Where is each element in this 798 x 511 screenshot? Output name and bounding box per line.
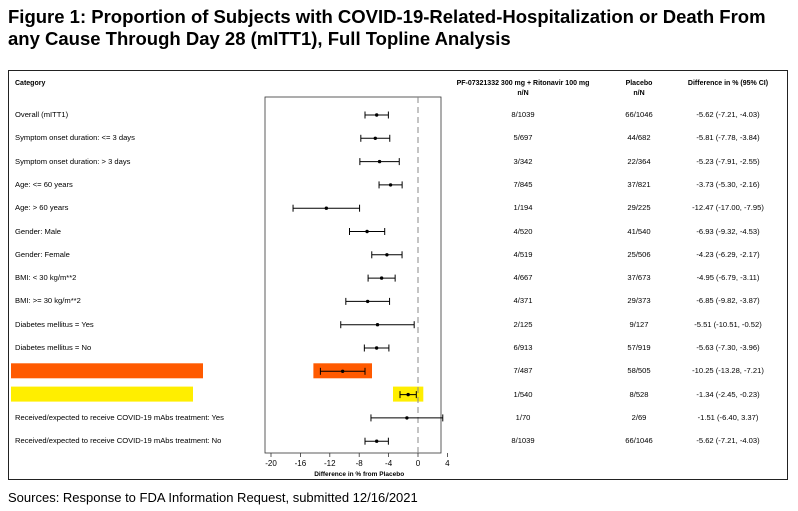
- difference-ci: -5.51 (-10.51, -0.52): [694, 319, 762, 329]
- category-label: Gender: Female: [15, 249, 70, 259]
- x-tick-label: -20: [265, 459, 277, 468]
- difference-ci: -5.62 (-7.21, -4.03): [696, 436, 760, 446]
- figure-title: Figure 1: Proportion of Subjects with CO…: [8, 6, 766, 49]
- difference-ci: -1.34 (-2.45, -0.23): [696, 389, 760, 399]
- header-treatment-label: PF-07321332 300 mg + Ritonavir 100 mg: [456, 80, 590, 87]
- difference-ci: -6.93 (-9.32, -4.53): [696, 226, 760, 236]
- treatment-n: 4/667: [513, 273, 533, 283]
- difference-ci: -5.23 (-7.91, -2.55): [696, 156, 760, 166]
- x-tick-label: -8: [356, 459, 364, 468]
- placebo-n: 2/69: [631, 412, 647, 422]
- category-label: Received/expected to receive COVID-19 mA…: [15, 412, 224, 422]
- category-label: Received/expected to receive COVID-19 mA…: [15, 436, 222, 446]
- placebo-n: 29/225: [627, 203, 651, 213]
- treatment-n: 7/487: [513, 366, 533, 376]
- placebo-n: 8/528: [629, 389, 649, 399]
- treatment-n: 5/697: [513, 133, 533, 143]
- point-estimate: [379, 276, 384, 280]
- treatment-n: 8/1039: [511, 110, 535, 119]
- difference-ci: -12.47 (-17.00, -7.95): [692, 203, 764, 213]
- point-estimate: [388, 183, 393, 187]
- header-placebo: Placebo n/N: [609, 79, 669, 99]
- category-highlight: [11, 363, 203, 379]
- point-estimate: [385, 253, 389, 257]
- point-estimate: [374, 113, 379, 117]
- forest-plot: -20 -16 -12 -8 -4 0 4 Difference in % from Plac…: [11, 96, 450, 478]
- placebo-n: 66/1046: [625, 110, 653, 119]
- x-tick-label: -16: [295, 459, 307, 468]
- treatment-n: 4/371: [513, 296, 533, 306]
- point-estimate: [374, 346, 379, 350]
- difference-ci: -4.95 (-6.79, -3.11): [696, 273, 760, 283]
- header-difference: Difference in % (95% CI): [687, 80, 769, 87]
- source-note: Sources: Response to FDA Information Req…: [8, 490, 418, 505]
- category-label: Diabetes mellitus = No: [15, 343, 92, 352]
- point-estimate: [374, 439, 379, 443]
- x-tick-label: -4: [385, 459, 393, 468]
- placebo-n: 57/919: [627, 343, 651, 352]
- plot-frame: [264, 96, 442, 454]
- placebo-n: 37/821: [627, 179, 651, 189]
- placebo-n: 41/540: [627, 226, 651, 236]
- difference-ci: -10.25 (-13.28, -7.21): [692, 366, 764, 376]
- placebo-n: 9/127: [629, 319, 649, 329]
- category-label: Age: > 60 years: [15, 203, 69, 213]
- category-label: Gender: Male: [15, 226, 62, 236]
- category-label: Overall (mITT1): [15, 110, 69, 119]
- category-label: Symptom onset duration: <= 3 days: [15, 133, 135, 143]
- treatment-n: 4/519: [513, 249, 533, 259]
- category-label: BMI: >= 30 kg/m**2: [15, 296, 81, 306]
- header-treatment: PF-07321332 300 mg + Ritonavir 100 mg n/…: [439, 79, 607, 99]
- treatment-n: 8/1039: [511, 436, 535, 446]
- difference-ci: -5.63 (-7.30, -3.96): [696, 343, 760, 352]
- difference-ci: -4.23 (-6.29, -2.17): [696, 249, 760, 259]
- x-tick-label: 0: [416, 459, 421, 468]
- placebo-n: 37/673: [627, 273, 651, 283]
- difference-ci: -3.73 (-5.30, -2.16): [696, 179, 760, 189]
- placebo-n: 25/506: [627, 249, 651, 259]
- category-label: BMI: < 30 kg/m**2: [15, 273, 77, 283]
- point-estimate: [373, 136, 377, 140]
- treatment-n: 7/845: [513, 179, 533, 189]
- difference-ci: -6.85 (-9.82, -3.87): [696, 296, 760, 306]
- header-treatment-sub: n/N: [517, 90, 529, 97]
- category-label: Diabetes mellitus = Yes: [15, 319, 94, 329]
- difference-ci: -5.62 (-7.21, -4.03): [696, 110, 760, 119]
- placebo-n: 66/1046: [625, 436, 653, 446]
- placebo-n: 58/505: [627, 366, 651, 376]
- header-category: Category: [15, 80, 46, 87]
- category-label: Age: <= 60 years: [15, 179, 73, 189]
- point-estimate: [365, 229, 369, 234]
- treatment-n: 3/342: [513, 156, 533, 166]
- treatment-n: 1/70: [515, 412, 531, 422]
- category-label: Symptom onset duration: > 3 days: [15, 156, 131, 166]
- placebo-n: 22/364: [627, 156, 651, 166]
- point-estimate: [324, 206, 329, 210]
- forest-plot-panel: Category PF-07321332 300 mg + Ritonavir …: [8, 70, 788, 480]
- placebo-n: 29/373: [627, 296, 651, 306]
- x-tick-label: -12: [324, 459, 336, 468]
- category-highlight: [11, 386, 193, 402]
- header-placebo-label: Placebo: [625, 80, 653, 87]
- point-estimate: [365, 299, 370, 304]
- point-estimate: [340, 369, 345, 373]
- x-axis-label: Difference in % from Placebo: [314, 471, 404, 478]
- treatment-n: 1/540: [513, 389, 533, 399]
- treatment-n: 4/520: [513, 226, 533, 236]
- placebo-n: 44/682: [627, 133, 651, 143]
- point-estimate: [377, 159, 382, 164]
- header-placebo-sub: n/N: [633, 90, 645, 97]
- treatment-n: 1/194: [513, 203, 533, 213]
- treatment-n: 2/125: [513, 319, 533, 329]
- point-estimate: [375, 323, 380, 327]
- difference-ci: -1.51 (-6.40, 3.37): [697, 412, 759, 422]
- difference-ci: -5.81 (-7.78, -3.84): [696, 133, 760, 143]
- point-estimate: [405, 416, 409, 420]
- point-estimate: [406, 392, 410, 397]
- x-tick-label: 4: [445, 459, 450, 468]
- treatment-n: 6/913: [513, 343, 533, 352]
